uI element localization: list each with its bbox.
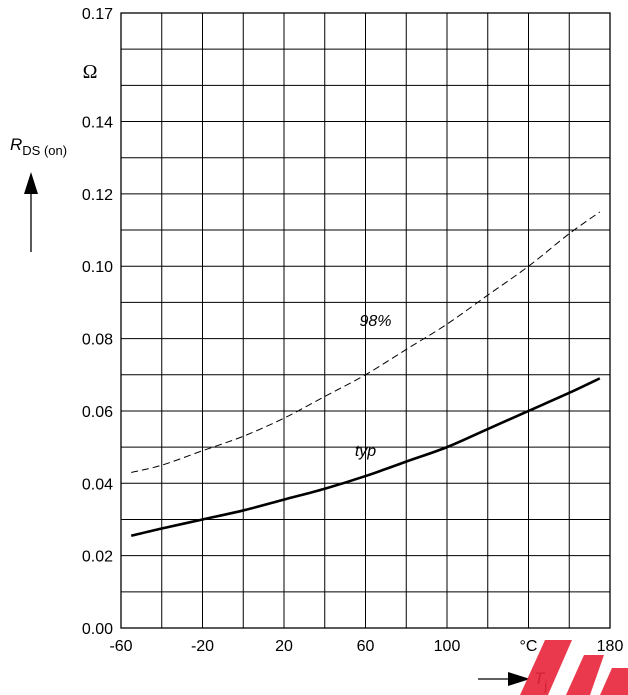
y-tick-label: 0.14 (82, 115, 113, 132)
series-label-98pct: 98% (359, 313, 391, 330)
y-tick-label: 0.06 (82, 404, 113, 421)
x-axis-arrow (478, 672, 530, 686)
y-tick-label: 0.17 (82, 6, 113, 23)
y-tick-label: 0.04 (82, 476, 113, 493)
series-line-typ (130, 377, 601, 538)
plot-border (120, 12, 611, 629)
x-tick-labels: -60 -20 20 60 100 °C 180 (109, 638, 623, 655)
y-axis-label: RDS (on) (10, 135, 67, 158)
series-line-98pct (131, 211, 601, 473)
watermark-logo (520, 640, 628, 695)
y-tick-label: 0.08 (82, 332, 113, 349)
y-tick-label: 0.02 (82, 549, 113, 566)
series-label-typ: typ (355, 443, 376, 460)
y-tick-label: 0.10 (82, 259, 113, 276)
x-tick-label: 180 (597, 638, 624, 655)
y-unit-label: Ω (83, 61, 98, 83)
y-axis-symbol: R (10, 135, 22, 154)
x-tick-label: -20 (191, 638, 214, 655)
y-tick-label: 0.12 (82, 187, 113, 204)
x-tick-label: 20 (275, 638, 293, 655)
x-tick-label: 100 (434, 638, 461, 655)
y-tick-labels: 0.00 0.02 0.04 0.06 0.08 0.10 0.12 0.14 0.17 (82, 6, 113, 638)
y-tick-label: 0.00 (82, 621, 113, 638)
curves: 98% typ (130, 211, 601, 538)
plot-frame (120, 12, 611, 629)
y-axis-arrow (24, 172, 38, 252)
y-axis-subscript: DS (on) (22, 143, 67, 158)
x-tick-label: °C (520, 638, 538, 655)
x-tick-label: 60 (357, 638, 375, 655)
svg-text:RDS (on): RDS (on) (10, 135, 67, 158)
x-tick-label: -60 (109, 638, 132, 655)
